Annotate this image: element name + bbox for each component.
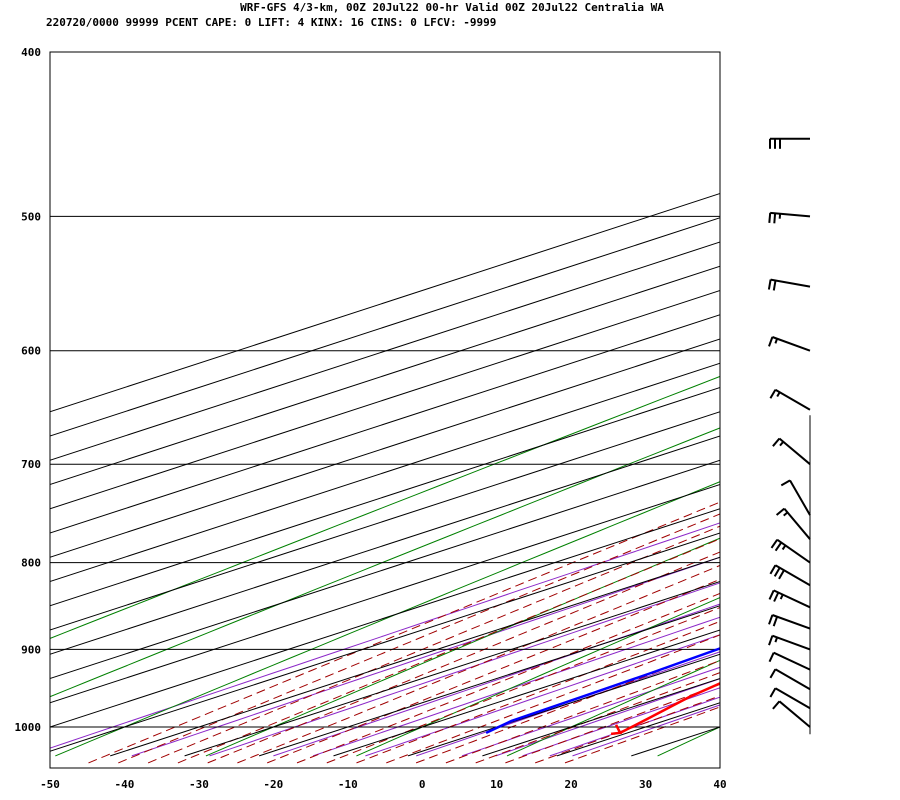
isotherm-line (50, 386, 720, 607)
chart-title: WRF-GFS 4/3-km, 00Z 20Jul22 00-hr Valid … (240, 1, 664, 14)
wind-barb (768, 651, 811, 671)
wind-barb (768, 211, 811, 224)
mixing-ratio-line (131, 556, 720, 757)
isotherm-line (556, 702, 720, 757)
isotherm-line (631, 726, 720, 757)
temperature-surface-marker (610, 724, 623, 736)
pressure-tick-label: 500 (21, 210, 41, 223)
isotherm-line (50, 508, 720, 728)
pressure-tick-label: 800 (21, 557, 41, 570)
moist-adiabat-line (177, 538, 720, 764)
moist-adiabat-line (564, 706, 720, 764)
dry-adiabat-line (50, 427, 720, 698)
wind-barb (768, 634, 811, 651)
axis-labels: 400 500 600 700 800 900 1000 -50 -40 -30 -20 -10 0 10… (15, 46, 727, 791)
temperature-tick-label: 20 (564, 778, 577, 791)
wind-barb (772, 700, 811, 728)
wind-barb (768, 336, 811, 352)
pressure-tick-label: 900 (21, 643, 41, 656)
isotherm-line (50, 483, 720, 704)
isotherm-line (50, 265, 720, 486)
moist-adiabat-line (88, 501, 720, 764)
moist-adiabat-line (147, 525, 720, 764)
moist-adiabat-line (386, 634, 720, 764)
temperature-tick-label: -30 (189, 778, 209, 791)
temperature-tick-label: 30 (639, 778, 652, 791)
mixing-ratio-line (209, 582, 720, 757)
isotherm-line (50, 362, 720, 583)
isotherm-line (50, 459, 720, 680)
mixing-ratio-line (549, 696, 720, 757)
pressure-tick-label: 600 (21, 345, 41, 358)
pressure-tick-label: 700 (21, 458, 41, 471)
wind-barb (769, 687, 811, 710)
moist-adiabat-line (237, 564, 720, 764)
isotherm-line (50, 314, 720, 534)
mixing-ratio-line (312, 616, 720, 757)
moist-adiabat-line (326, 606, 720, 764)
temperature-tick-label: -50 (40, 778, 60, 791)
profile-lines (485, 647, 720, 736)
isotherm-line (333, 629, 720, 757)
wind-barb (770, 538, 811, 564)
wind-barb (768, 614, 811, 630)
pressure-tick-label: 400 (21, 46, 41, 59)
wind-barb (769, 564, 811, 587)
background-grid (50, 52, 900, 764)
isotherm-line (50, 217, 720, 437)
moist-adiabat-line (267, 578, 720, 764)
pressure-tick-label: 1000 (15, 721, 42, 734)
temperature-tick-label: 10 (490, 778, 503, 791)
plot-frame (49, 51, 721, 769)
temperature-profile (619, 682, 720, 735)
dry-adiabat-line (808, 52, 900, 756)
wind-barb (775, 507, 811, 540)
chart-indices: 220720/0000 99999 PCENT CAPE: 0 LIFT: 4 … (46, 16, 496, 29)
mixing-ratio-line (416, 651, 720, 757)
dry-adiabat-line (657, 726, 720, 757)
moist-adiabat-line (475, 672, 720, 764)
dry-adiabat-line (50, 375, 720, 639)
mixing-ratio-line (50, 522, 720, 749)
isotherm-line (50, 532, 720, 752)
temperature-tick-label: -10 (338, 778, 358, 791)
moist-adiabat-line (445, 659, 720, 764)
wind-barb (769, 668, 811, 691)
wind-barb-column (767, 137, 811, 735)
mixing-ratio-line (365, 634, 720, 757)
moist-adiabat-line (207, 551, 720, 764)
wind-barb (769, 388, 811, 411)
wind-barb (772, 437, 811, 465)
temperature-tick-label: 40 (713, 778, 726, 791)
isotherm-line (50, 290, 720, 510)
temperature-tick-label: 0 (419, 778, 426, 791)
isotherm-line (258, 605, 720, 757)
moist-adiabat-line (356, 620, 720, 764)
wind-barb (768, 589, 811, 609)
wind-barb (780, 479, 811, 516)
temperature-tick-label: -40 (114, 778, 134, 791)
isotherm-line (50, 435, 720, 655)
moist-adiabat-line (415, 647, 720, 764)
mixing-ratio-line (273, 603, 720, 757)
dry-adiabat-line (506, 659, 720, 757)
dry-adiabat-line (356, 597, 720, 757)
wind-barb (769, 137, 810, 149)
moist-adiabat-line (296, 592, 720, 764)
mixing-ratio-line (461, 666, 720, 757)
isotherm-line (110, 556, 720, 757)
wind-barb (767, 278, 811, 291)
temperature-tick-label: -20 (263, 778, 283, 791)
dry-adiabat-line (55, 481, 720, 757)
isotherm-line (50, 338, 720, 558)
mixing-ratio-line (495, 678, 720, 757)
isotherm-line (184, 580, 720, 757)
dewpoint-profile (485, 647, 720, 735)
moist-adiabat-line (118, 513, 720, 764)
isotherm-line (50, 241, 720, 461)
isotherm-line (50, 193, 720, 413)
dry-adiabat-line (205, 537, 720, 757)
